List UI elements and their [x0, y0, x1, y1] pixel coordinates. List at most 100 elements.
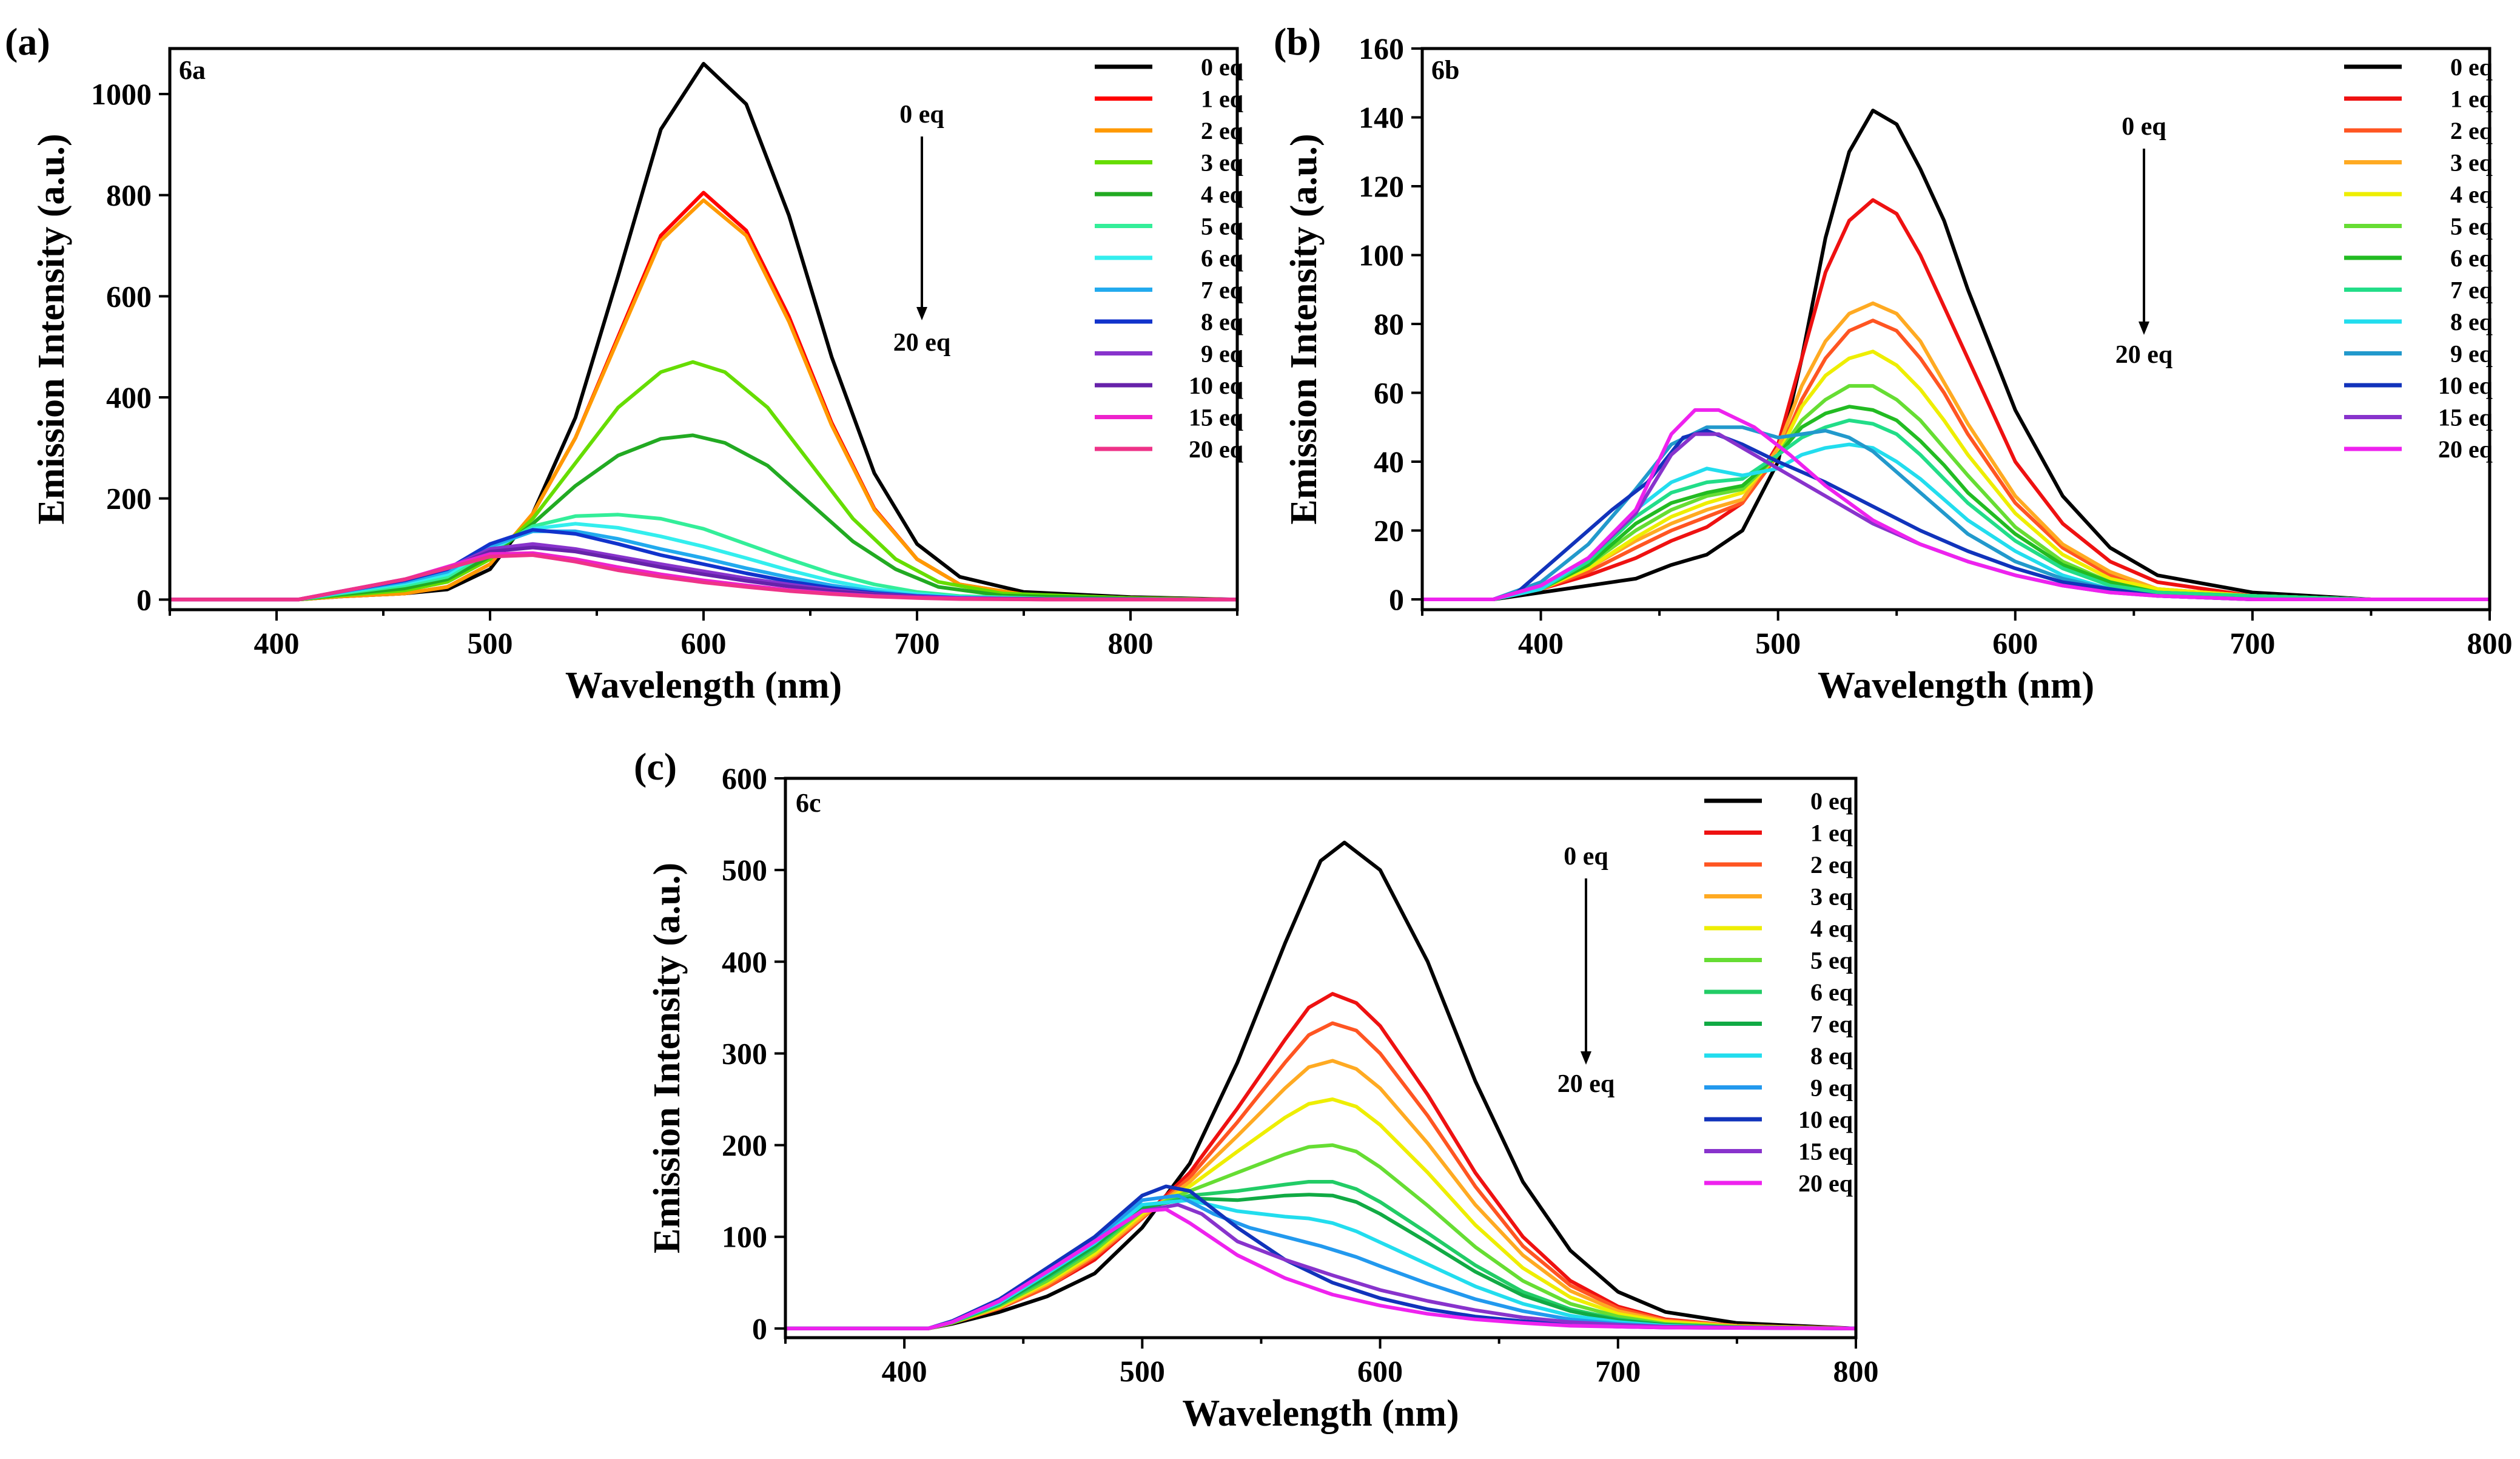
arrow-end-label: 20 eq [2115, 341, 2173, 369]
legend-label: 9 eq [1201, 340, 1243, 368]
legend-label: 1 eq [1201, 86, 1243, 113]
y-tick-label: 600 [722, 761, 767, 795]
x-tick-label: 700 [2229, 626, 2275, 660]
compound-label: 6b [1431, 55, 1459, 85]
y-tick-label: 0 [136, 582, 152, 616]
series-lines [1422, 109, 2490, 601]
x-tick-label: 600 [1357, 1354, 1403, 1388]
panel-a: 400 500 600 700 800 0 200 400 600 800 1000 Waveleng… [5, 20, 1243, 706]
compound-label: 6c [796, 788, 821, 818]
legend-label: 5 eq [1201, 213, 1243, 240]
legend-label: 5 eq [2450, 213, 2493, 240]
panel-b: 400 500 600 700 800 0 20 40 60 80 100 120 140 160 Wave… [1274, 20, 2513, 706]
series-line-0-eq [1422, 109, 2490, 601]
legend-label: 6 eq [2450, 244, 2493, 272]
series-line-1-eq [1422, 198, 2490, 601]
legend-label: 8 eq [1810, 1042, 1853, 1070]
y-tick-label: 300 [722, 1036, 767, 1070]
series-line-4-eq [1422, 349, 2490, 601]
arrow-end-label: 20 eq [1557, 1070, 1615, 1098]
trend-arrow-head [916, 307, 927, 320]
x-tick-label: 500 [1755, 626, 1801, 660]
x-tick-label: 600 [681, 626, 727, 660]
plot-frame [784, 777, 1858, 1339]
y-tick-label: 40 [1374, 445, 1404, 479]
legend-label: 7 eq [1810, 1011, 1853, 1038]
series-line-3-eq [1422, 301, 2490, 601]
legend-label: 7 eq [1201, 277, 1243, 304]
y-tick-label: 400 [106, 380, 152, 414]
legend-label: 4 eq [2450, 181, 2493, 208]
series-lines [785, 840, 1856, 1330]
legend-label: 4 eq [1201, 181, 1243, 208]
series-line-6-eq [1422, 405, 2490, 601]
series-lines [170, 62, 1237, 602]
x-tick-label: 800 [1108, 626, 1154, 660]
x-tick-label: 400 [882, 1354, 927, 1388]
x-axis-title: Wavelength (nm) [565, 665, 842, 706]
panel-label: (b) [1274, 20, 1321, 63]
series-line-20-eq [170, 553, 1237, 602]
legend: 0 eq 1 eq 2 eq 3 eq 4 eq 5 eq 6 eq 7 eq 8 eq 9 eq… [1704, 787, 1853, 1197]
x-tick-label: 800 [2467, 626, 2513, 660]
y-tick-label: 80 [1374, 307, 1404, 341]
series-line-20-eq [785, 1207, 1856, 1330]
x-tick-label: 700 [1595, 1354, 1641, 1388]
legend-label: 15 eq [2438, 404, 2493, 431]
series-line-2-eq [170, 198, 1237, 602]
legend-label: 2 eq [1201, 117, 1243, 144]
panel-label: (c) [634, 745, 677, 788]
legend-label: 6 eq [1810, 979, 1853, 1006]
legend-label: 15 eq [1798, 1138, 1853, 1165]
compound-label: 6a [179, 55, 206, 85]
y-tick-label: 140 [1359, 100, 1404, 134]
legend-label: 10 eq [1189, 372, 1243, 399]
y-tick-label: 60 [1374, 376, 1404, 409]
y-axis-title: Emission Intensity (a.u.) [31, 133, 72, 524]
arrow-start-label: 0 eq [899, 101, 944, 129]
legend-label: 6 eq [1201, 244, 1243, 272]
x-tick-label: 500 [468, 626, 513, 660]
legend-label: 20 eq [1798, 1170, 1853, 1197]
legend-label: 0 eq [1810, 787, 1853, 815]
y-tick-label: 200 [722, 1128, 767, 1162]
trend-arrow-head [2139, 322, 2149, 335]
legend-label: 1 eq [2450, 86, 2493, 113]
y-axis-title: Emission Intensity (a.u.) [1283, 133, 1325, 524]
legend-label: 5 eq [1810, 947, 1853, 974]
y-tick-label: 200 [106, 482, 152, 516]
y-tick-label: 1000 [91, 77, 152, 111]
legend-label: 3 eq [1201, 149, 1243, 177]
series-line-4-eq [170, 433, 1237, 602]
x-tick-label: 400 [1518, 626, 1564, 660]
panel-label: (a) [5, 20, 50, 63]
y-tick-label: 160 [1359, 32, 1404, 66]
x-axis-title: Wavelength (nm) [1818, 665, 2094, 706]
legend-label: 8 eq [2450, 308, 2493, 335]
y-tick-label: 800 [106, 178, 152, 212]
x-axis-title: Wavelength (nm) [1182, 1393, 1459, 1434]
x-tick-label: 400 [254, 626, 300, 660]
x-tick-label: 800 [1833, 1354, 1879, 1388]
series-line-0-eq [785, 840, 1856, 1330]
x-tick-label: 700 [895, 626, 940, 660]
legend: 0 eq 1 eq 2 eq 3 eq 4 eq 5 eq 6 eq 7 eq 8 eq 9 eq… [1095, 53, 1243, 463]
arrow-end-label: 20 eq [893, 329, 951, 357]
legend-label: 4 eq [1810, 915, 1853, 942]
trend-arrow-head [1581, 1051, 1591, 1065]
legend-label: 3 eq [1810, 883, 1853, 911]
legend-label: 10 eq [2438, 372, 2493, 399]
x-tick-label: 500 [1120, 1354, 1165, 1388]
arrow-start-label: 0 eq [1564, 843, 1608, 871]
y-tick-label: 500 [722, 853, 767, 887]
y-tick-label: 0 [1389, 582, 1404, 616]
panel-c: 400 500 600 700 800 0 100 200 300 400 500 600 Wavele… [634, 745, 1879, 1434]
y-tick-label: 400 [722, 945, 767, 979]
legend-label: 10 eq [1798, 1106, 1853, 1133]
legend-label: 9 eq [2450, 340, 2493, 368]
series-line-20-eq [1422, 408, 2490, 601]
legend-label: 20 eq [1189, 436, 1243, 463]
legend-label: 1 eq [1810, 820, 1853, 847]
series-line-3-eq [170, 360, 1237, 602]
series-line-5-eq [170, 513, 1237, 602]
